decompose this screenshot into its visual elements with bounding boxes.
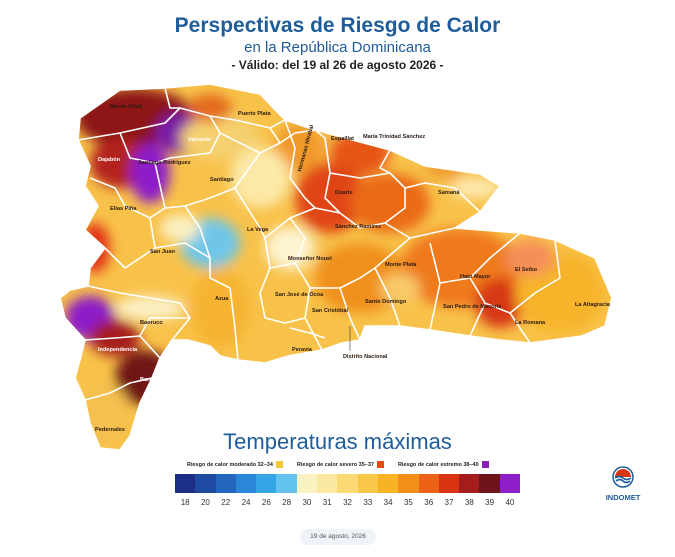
legend-title: Temperaturas máximas [223,429,452,454]
label-puerto-plata: Puerto Plata [238,111,272,117]
scale-tick-24: 24 [241,498,251,507]
scale-tick-31: 31 [322,498,332,507]
temperature-color-scale [175,474,521,493]
label-monsenor-nouel: Monseñor Nouel [288,256,332,262]
scale-tick-36: 36 [424,498,434,507]
label-monte-plata: Monte Plata [385,262,417,268]
risk-category-severe: Riesgo de calor severo 35–37 [297,461,384,468]
scale-tick-39: 39 [485,498,495,507]
scale-tick-18: 18 [180,498,190,507]
label-duarte: Duarte [335,190,353,196]
label-santiago: Santiago [210,177,234,183]
map-subtitle: en la República Dominicana [244,39,431,56]
scale-tick-30: 30 [302,498,312,507]
scale-cell-31 [317,474,338,493]
label-peravia: Peravia [292,347,313,353]
scale-cell-37 [438,474,460,493]
scale-tick-33: 33 [363,498,373,507]
scale-cell-20 [195,474,216,493]
swatch-moderate [275,461,283,468]
risk-label-moderate: Riesgo de calor moderado 32–34 [187,461,273,468]
scale-cell-32 [337,474,358,493]
scale-cell-36 [418,474,439,493]
indomet-logo: INDOMET [603,466,643,502]
label-la-romana: La Romana [515,320,546,326]
scale-cell-24 [235,474,257,493]
swatch-extreme [481,461,489,468]
dominican-republic-heat-map: Monte Cristi Puerto Plata Valverde Dajab… [60,83,613,451]
label-santo-domingo: Santo Domingo [365,299,407,305]
label-la-vega: La Vega [247,227,269,233]
label-azua: Azua [215,296,229,302]
scale-cell-30 [296,474,318,493]
scale-tick-20: 20 [200,498,210,507]
label-san-pedro-de-macoris: San Pedro de Macorís [443,304,501,310]
label-sanchez-ramirez: Sánchez Ramírez [335,224,381,230]
label-hato-mayor: Hato Mayor [460,274,491,280]
scale-tick-35: 35 [403,498,413,507]
scale-tick-32: 32 [343,498,352,507]
scale-cell-34 [377,474,399,493]
label-barahona: Barahona [140,377,167,383]
map-title: Perspectivas de Riesgo de Calor [174,14,501,37]
risk-category-moderate: Riesgo de calor moderado 32–34 [187,461,283,468]
validity-period: - Válido: del 19 al 26 de agosto 2026 - [231,58,444,72]
label-monte-cristi: Monte Cristi [110,104,143,110]
scale-tick-34: 34 [383,498,393,507]
scale-cell-35 [398,474,419,493]
label-independencia: Independencia [98,347,138,353]
scale-tick-22: 22 [221,498,231,507]
scale-cell-22 [215,474,236,493]
scale-tick-28: 28 [282,498,292,507]
scale-tick-38: 38 [464,498,474,507]
risk-categories: Riesgo de calor moderado 32–34 Riesgo de… [187,461,489,468]
label-elias-pina: Elías Piña [110,206,137,212]
label-distrito-nacional: Distrito Nacional [343,354,388,360]
label-valverde: Valverde [188,137,211,143]
scale-cell-28 [276,474,297,493]
scale-cell-38 [459,474,480,493]
label-san-jose-de-ocoa: San José de Ocoa [275,292,324,298]
issue-date: 19 de agosto, 2026 [300,529,376,545]
indomet-emblem-icon [612,466,634,488]
scale-cell-18 [175,474,196,493]
scale-cell-26 [256,474,277,493]
scale-cell-33 [357,474,378,493]
scale-tick-26: 26 [261,498,271,507]
risk-category-extreme: Riesgo de calor extremo 38–40 [398,461,489,468]
label-baoruco: Baoruco [140,320,163,326]
scale-cell-39 [479,474,500,493]
label-samana: Samaná [438,190,460,196]
scale-tick-40: 40 [505,498,515,507]
label-dajabon: Dajabón [98,157,121,163]
risk-label-severe: Riesgo de calor severo 35–37 [296,461,374,468]
scale-cell-40 [499,474,521,493]
label-espaillat: Espaillat [331,136,354,142]
risk-label-extreme: Riesgo de calor extremo 38–40 [397,461,479,468]
label-el-seibo: El Seibo [515,267,538,273]
label-pedernales: Pedernales [95,427,125,433]
label-santiago-rodriguez: Santiago Rodríguez [138,160,191,166]
agency-name: INDOMET [605,493,641,502]
temperature-scale-ticks: 18 20 22 24 26 28 30 31 32 33 34 35 36 37 38 39 40 [175,498,520,507]
label-la-altagracia: La Altagracia [575,302,611,308]
swatch-severe [376,461,384,468]
scale-tick-37: 37 [444,498,454,507]
label-san-juan: San Juan [150,249,175,255]
label-san-cristobal: San Cristóbal [312,308,349,314]
label-maria-trinidad-sanchez: María Trinidad Sánchez [363,134,425,140]
